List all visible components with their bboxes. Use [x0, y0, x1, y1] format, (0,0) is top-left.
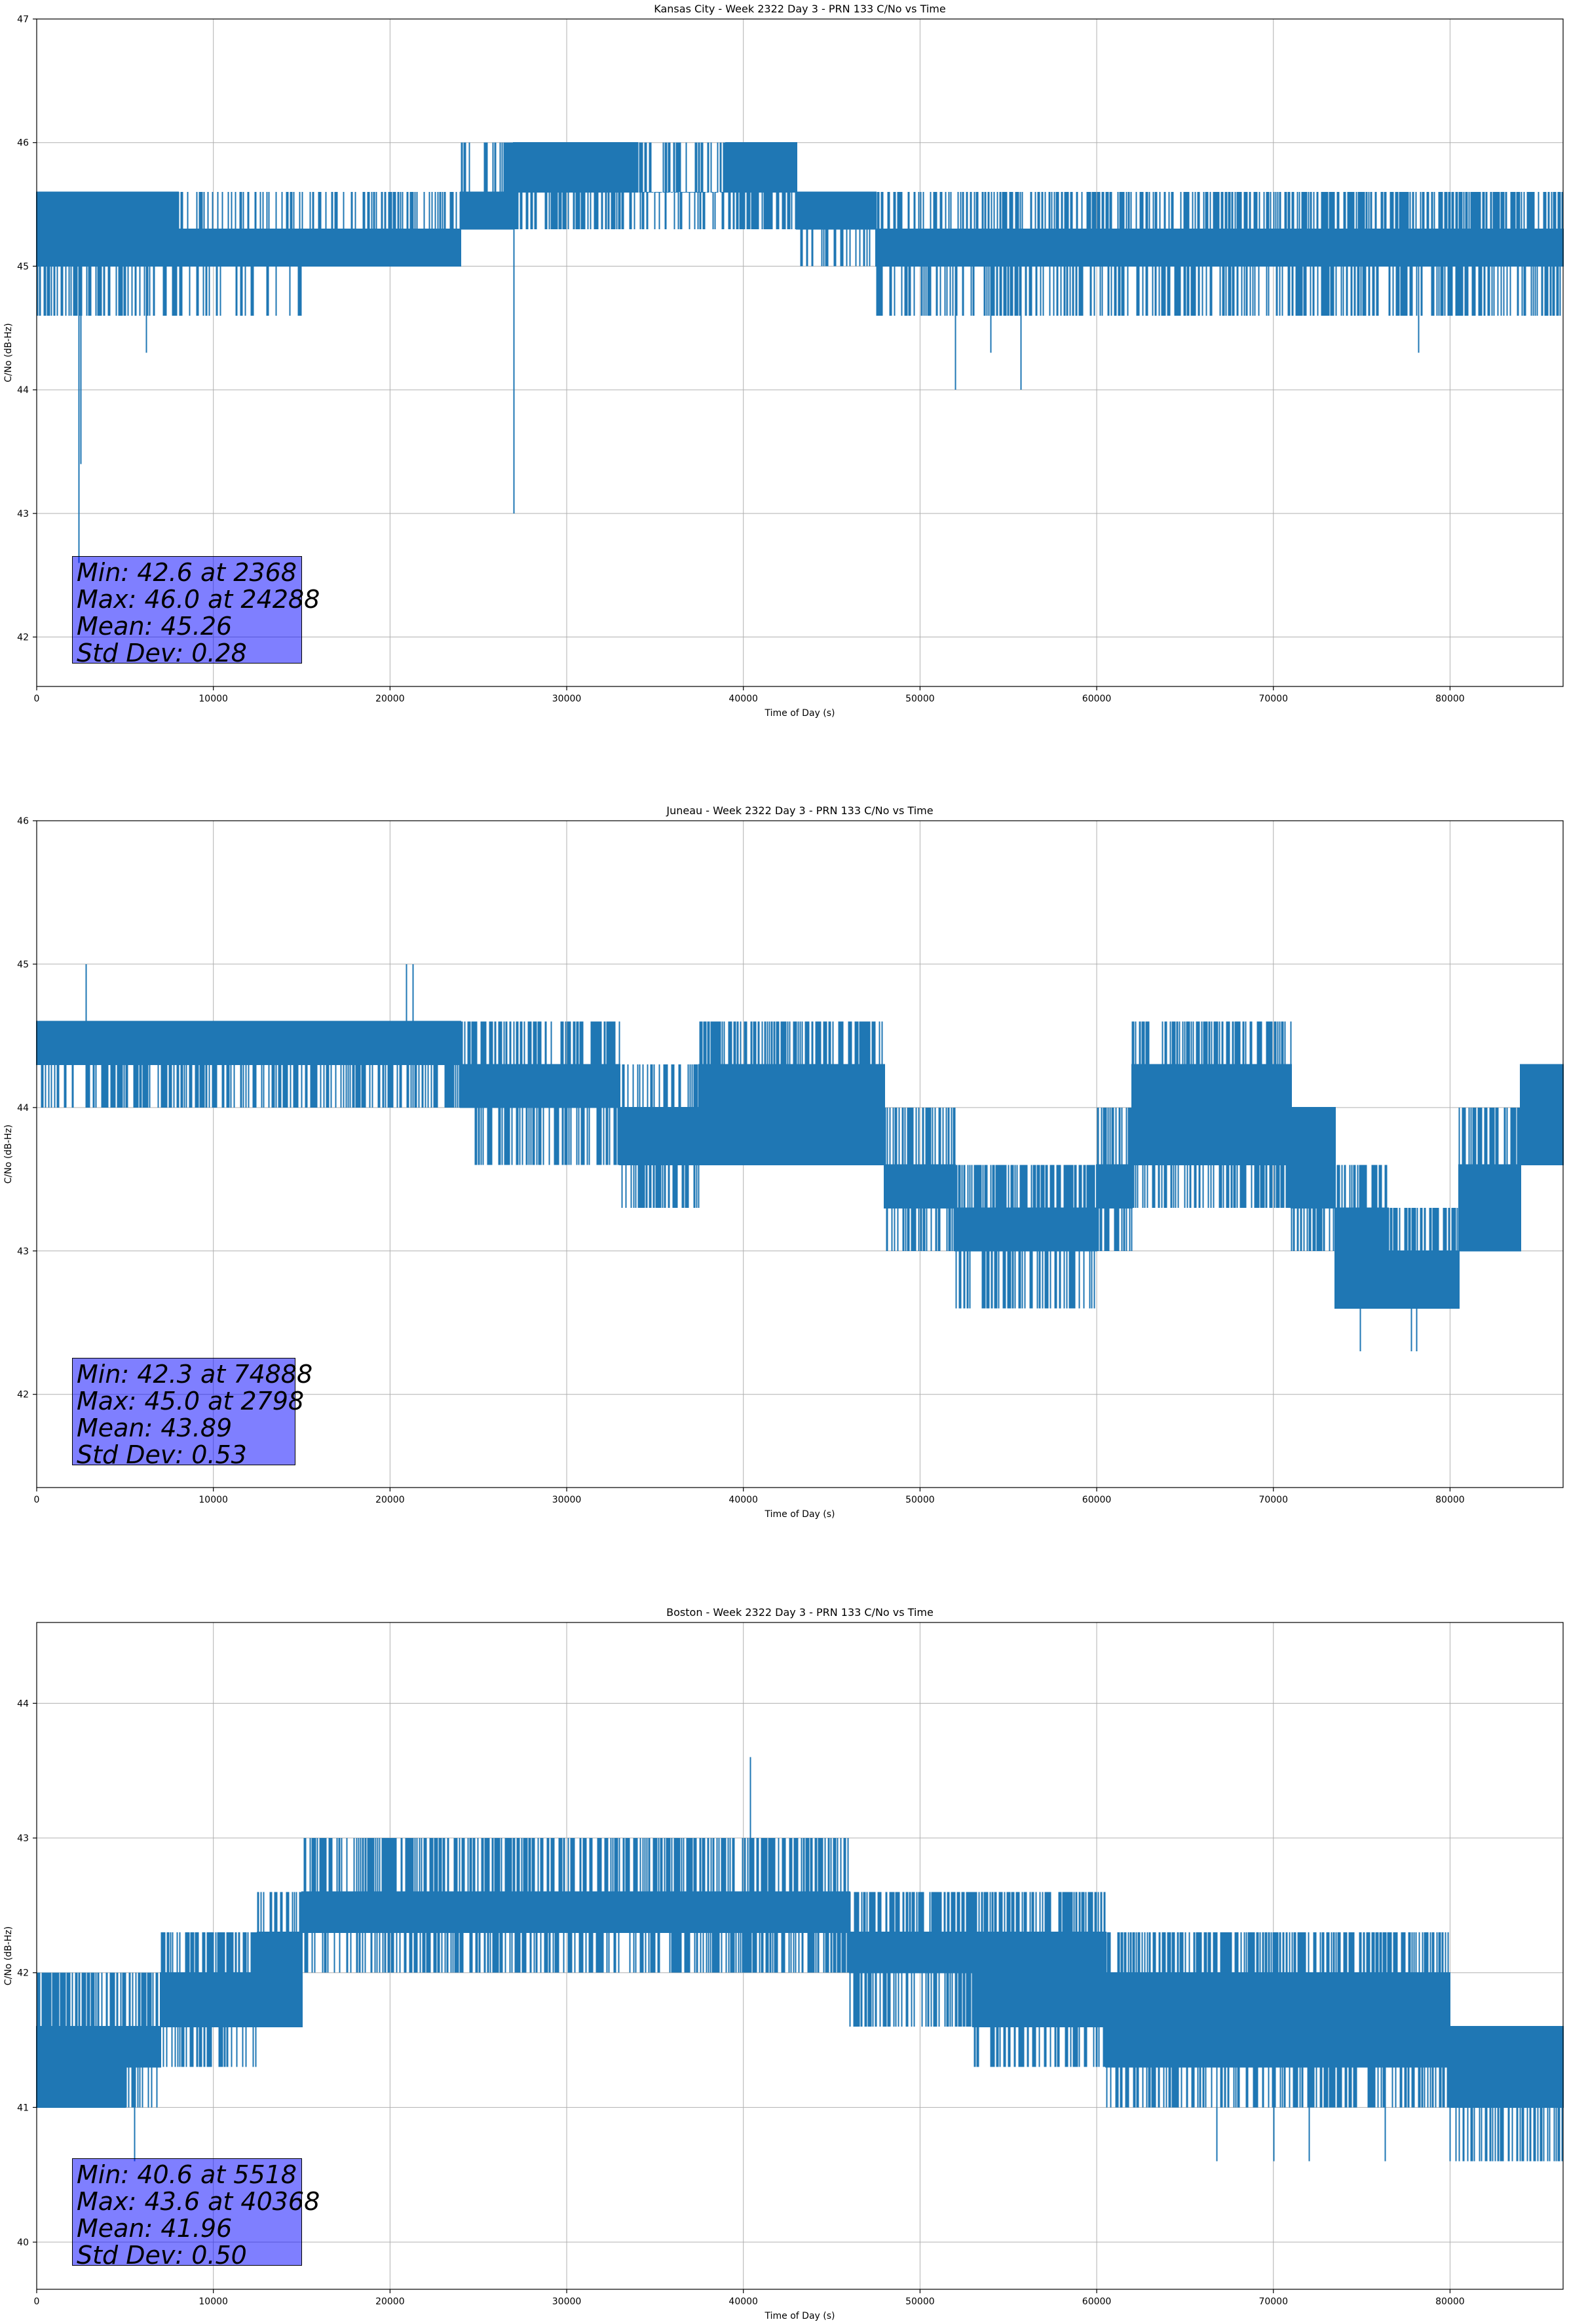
plot-frame	[36, 1622, 1564, 2290]
stats-annotation-box: Min: 42.6 at 2368 Max: 46.0 at 24288 Mean:…	[72, 556, 320, 667]
y-tick-label: 44	[17, 1698, 29, 1709]
data-series-line	[36, 964, 1564, 1351]
x-tick-label: 30000	[552, 1495, 582, 1505]
chart-title: Kansas City - Week 2322 Day 3 - PRN 133 …	[654, 3, 945, 15]
y-tick-label: 42	[17, 1390, 29, 1400]
y-tick-label: 44	[17, 1103, 29, 1114]
y-axis-label: C/No (dB-Hz)	[3, 1125, 14, 1184]
stats-max: Max: 46.0 at 24288	[77, 585, 320, 614]
x-tick-label: 10000	[198, 2296, 228, 2307]
x-axis-label: Time of Day (s)	[765, 708, 835, 719]
x-tick-label: 20000	[375, 694, 405, 704]
chart-panel-1: Kansas City - Week 2322 Day 3 - PRN 133 …	[3, 3, 1564, 719]
stats-annotation-box: Min: 42.3 at 74888 Max: 45.0 at 2798 Mean:…	[72, 1358, 313, 1469]
x-tick-label: 60000	[1082, 694, 1112, 704]
data-series-line	[36, 1757, 1564, 2162]
y-axis-label: C/No (dB-Hz)	[3, 1926, 14, 1985]
y-tick-label: 42	[17, 633, 29, 643]
x-tick-label: 0	[34, 694, 40, 704]
stats-annotation-box: Min: 40.6 at 5518 Max: 43.6 at 40368 Mean:…	[72, 2158, 320, 2270]
x-tick-label: 70000	[1258, 694, 1288, 704]
x-tick-label: 50000	[905, 694, 935, 704]
stats-max: Max: 45.0 at 2798	[77, 1387, 305, 1415]
x-tick-label: 10000	[198, 694, 228, 704]
y-tick-label: 44	[17, 385, 29, 396]
stats-min: Min: 40.6 at 5518	[77, 2160, 297, 2189]
plot-frame	[36, 820, 1564, 1488]
x-tick-label: 40000	[728, 1495, 758, 1505]
x-tick-label: 0	[34, 1495, 40, 1505]
x-tick-label: 70000	[1258, 2296, 1288, 2307]
x-tick-label: 20000	[375, 1495, 405, 1505]
stats-min: Min: 42.3 at 74888	[77, 1360, 313, 1389]
x-tick-label: 80000	[1435, 2296, 1465, 2307]
x-tick-label: 0	[34, 2296, 40, 2307]
y-tick-label: 42	[17, 1968, 29, 1979]
x-tick-label: 80000	[1435, 694, 1465, 704]
x-tick-label: 80000	[1435, 1495, 1465, 1505]
x-tick-label: 20000	[375, 2296, 405, 2307]
stats-std-dev: Std Dev: 0.53	[77, 1440, 247, 1469]
chart-title: Juneau - Week 2322 Day 3 - PRN 133 C/No …	[666, 804, 933, 817]
y-tick-label: 43	[17, 1246, 29, 1257]
stats-min: Min: 42.6 at 2368	[77, 558, 297, 587]
y-tick-label: 40	[17, 2238, 29, 2248]
y-tick-label: 46	[17, 138, 29, 149]
x-tick-label: 50000	[905, 1495, 935, 1505]
chart-panel-2: Juneau - Week 2322 Day 3 - PRN 133 C/No …	[3, 804, 1564, 1520]
chart-panel-3: Boston - Week 2322 Day 3 - PRN 133 C/No …	[3, 1606, 1564, 2321]
y-tick-label: 43	[17, 509, 29, 519]
y-tick-label: 43	[17, 1833, 29, 1844]
x-tick-label: 10000	[198, 1495, 228, 1505]
y-axis-label: C/No (dB-Hz)	[3, 323, 14, 382]
x-tick-label: 60000	[1082, 1495, 1112, 1505]
stats-mean: Mean: 43.89	[77, 1414, 233, 1442]
x-axis-label: Time of Day (s)	[765, 1509, 835, 1520]
x-tick-label: 30000	[552, 694, 582, 704]
x-tick-label: 60000	[1082, 2296, 1112, 2307]
stats-max: Max: 43.6 at 40368	[77, 2187, 320, 2216]
x-tick-label: 70000	[1258, 1495, 1288, 1505]
chart-title: Boston - Week 2322 Day 3 - PRN 133 C/No …	[666, 1606, 934, 1619]
x-axis-label: Time of Day (s)	[765, 2311, 835, 2321]
stats-std-dev: Std Dev: 0.50	[77, 2241, 247, 2270]
data-series-line	[36, 141, 1564, 563]
x-tick-label: 40000	[728, 694, 758, 704]
y-tick-label: 46	[17, 816, 29, 827]
y-tick-label: 41	[17, 2103, 29, 2113]
y-tick-label: 45	[17, 261, 29, 272]
stats-mean: Mean: 45.26	[77, 612, 233, 641]
plot-frame	[36, 18, 1564, 687]
y-tick-label: 47	[17, 14, 29, 25]
stats-mean: Mean: 41.96	[77, 2214, 233, 2243]
x-tick-label: 40000	[728, 2296, 758, 2307]
x-tick-label: 50000	[905, 2296, 935, 2307]
stats-std-dev: Std Dev: 0.28	[77, 639, 247, 667]
x-tick-label: 30000	[552, 2296, 582, 2307]
y-tick-label: 45	[17, 960, 29, 970]
